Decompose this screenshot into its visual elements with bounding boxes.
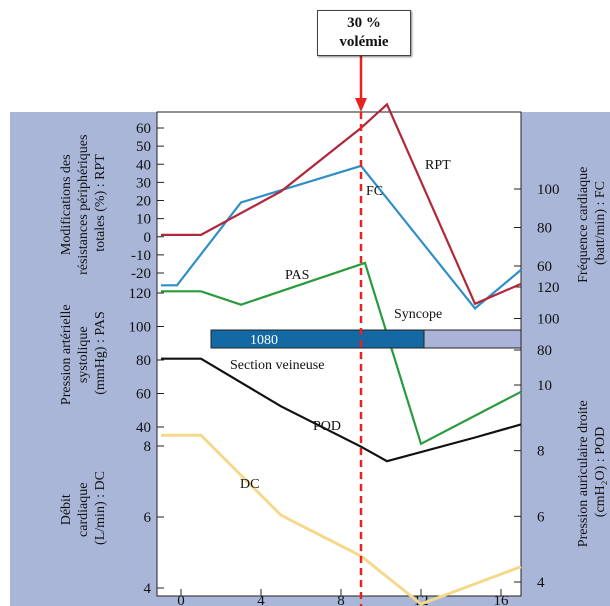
- rpt-axis-title-line-2: résistances périphériques: [76, 135, 91, 275]
- tick-label-rpt-0: 60: [136, 121, 151, 137]
- volemia-marker-arrow: [355, 98, 367, 112]
- tick-label-pas_left-1: 100: [129, 320, 152, 336]
- volemia-annotation: 30 % volémie: [317, 10, 411, 56]
- pod-axis-title-line-1: Pression auriculaire droite: [576, 400, 591, 547]
- series-line-dc: [161, 433, 522, 606]
- tick-label-pod-0: 10: [537, 378, 552, 394]
- tick-label-dc-1: 6: [144, 510, 152, 526]
- pas-axis-title-line-1: Pression artérielle: [59, 304, 74, 405]
- tick-label-pas_right-2: 80: [537, 343, 552, 359]
- series-label-fc: FC: [366, 184, 383, 199]
- plot-area: [157, 112, 521, 596]
- tick-label-dc-0: 8: [144, 439, 152, 455]
- x-tick-label-1: 4: [257, 593, 265, 606]
- series-label-pas: PAS: [285, 268, 309, 283]
- tick-label-rpt-1: 50: [136, 139, 151, 155]
- tick-label-rpt-2: 40: [136, 157, 151, 173]
- tick-label-pas_left-2: 80: [136, 353, 151, 369]
- dc-axis-title-line-2: cardiaque: [76, 483, 91, 537]
- tick-label-pod-2: 6: [537, 509, 545, 525]
- tick-label-pas_right-1: 100: [537, 312, 560, 328]
- x-tick-label-0: 0: [177, 593, 185, 606]
- series-line-pod: [161, 357, 522, 463]
- tick-label-fc-1: 80: [537, 221, 552, 237]
- dc-axis-title: Débit cardiaque (L/min) : DC: [59, 471, 108, 545]
- tick-label-rpt-7: -10: [131, 248, 151, 264]
- bar-syncope-segment: [423, 329, 522, 349]
- fc-axis-title-line-1: Fréquence cardiaque: [576, 167, 591, 283]
- pas-axis-title: Pression artérielle systolique (mmHg) : …: [59, 301, 108, 405]
- bar-value-label: 1080: [250, 333, 278, 348]
- tick-label-rpt-8: -20: [131, 266, 151, 282]
- series-line-pas: [161, 261, 522, 446]
- series-label-rpt: RPT: [425, 158, 451, 173]
- tick-label-pas_left-0: 120: [129, 286, 152, 302]
- tick-label-pod-1: 8: [537, 444, 545, 460]
- tick-label-rpt-6: 0: [144, 230, 152, 246]
- rpt-axis-title: Modifications des résistances périphériq…: [59, 131, 108, 275]
- fc-axis-title: Fréquence cardiaque (batt/min) : FC: [576, 163, 608, 283]
- tick-label-rpt-4: 20: [136, 194, 151, 210]
- series-label-dc: DC: [240, 477, 259, 492]
- pod-axis-title-line-2: (cmH₂O) : POD: [593, 427, 608, 517]
- volemia-annotation-line-2: volémie: [339, 34, 389, 50]
- dc-axis-title-line-3: (L/min) : DC: [93, 471, 108, 545]
- tick-label-rpt-3: 30: [136, 175, 151, 191]
- tick-label-fc-0: 100: [537, 182, 560, 198]
- plot-frame: [156, 111, 522, 597]
- x-tick-label-2: 8: [337, 593, 345, 606]
- tick-label-fc-2: 60: [537, 259, 552, 275]
- tick-label-pod-3: 4: [537, 575, 545, 591]
- pas-axis-title-line-3: (mmHg) : PAS: [93, 311, 108, 395]
- tick-label-pas_left-3: 60: [136, 387, 151, 403]
- volemia-annotation-line-1: 30 %: [347, 15, 381, 31]
- axis-ticks: 6050403020100-10-20120100806040864100806…: [129, 121, 560, 606]
- bar-section-veineuse-segment: [210, 329, 425, 349]
- fc-axis-title-line-2: (batt/min) : FC: [593, 181, 608, 265]
- tick-label-rpt-5: 10: [136, 212, 151, 228]
- tick-label-pas_right-0: 120: [537, 280, 560, 296]
- dc-axis-title-line-1: Débit: [59, 494, 74, 525]
- tick-label-pas_left-4: 40: [136, 420, 151, 436]
- pod-axis-title: Pression auriculaire droite (cmH₂O) : PO…: [576, 397, 608, 547]
- series-line-fc: [161, 164, 522, 310]
- series-label-pod: POD: [313, 419, 341, 434]
- rpt-axis-title-line-1: Modifications des: [59, 154, 74, 255]
- section-veineuse-label: Section veineuse: [230, 358, 324, 373]
- syncope-label: Syncope: [394, 307, 442, 322]
- rpt-axis-title-line-3: totales (%) : RPT: [93, 154, 108, 252]
- x-tick-label-4: 16: [494, 593, 510, 606]
- tick-label-dc-2: 4: [144, 581, 152, 597]
- pas-axis-title-line-2: systolique: [76, 326, 91, 383]
